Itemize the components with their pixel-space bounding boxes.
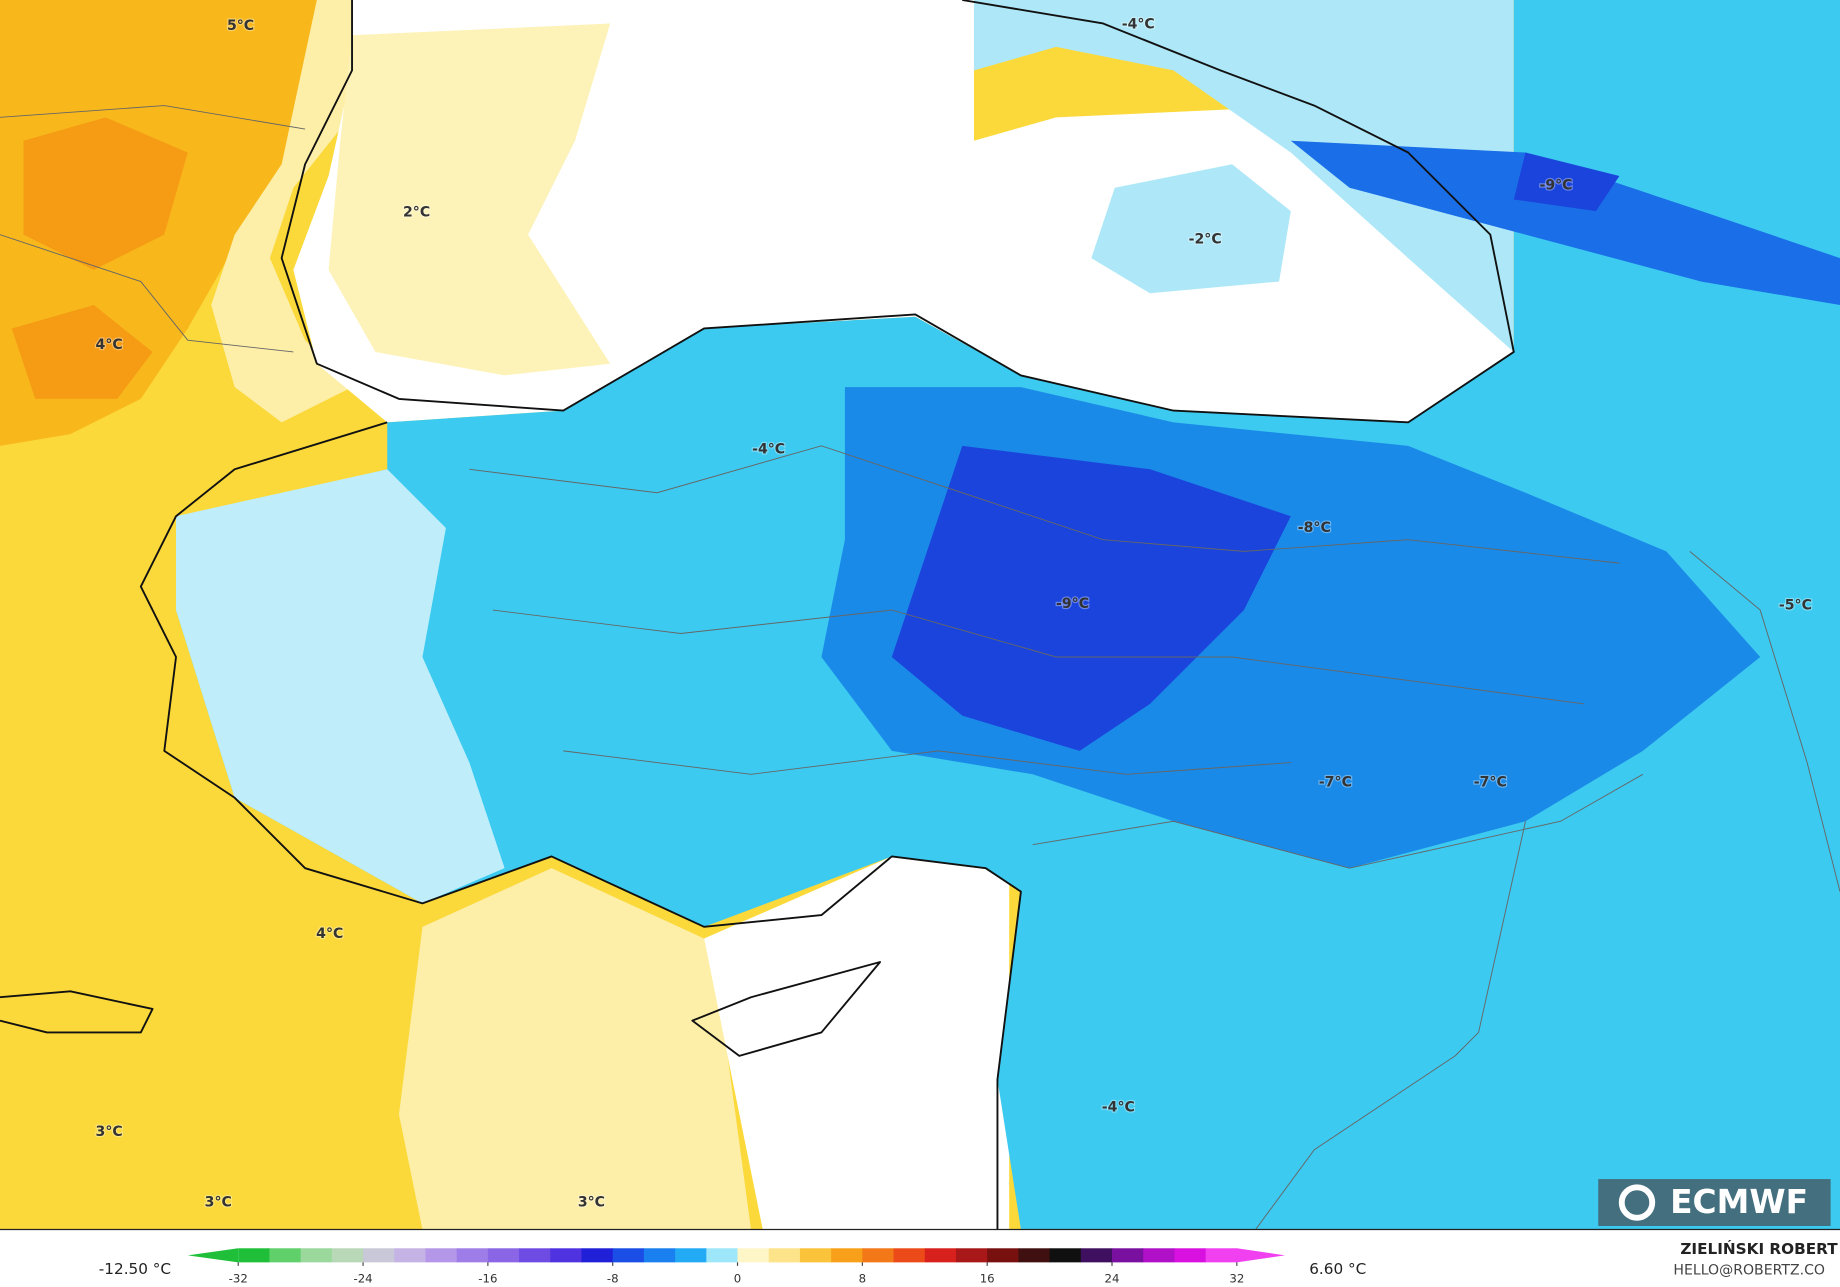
sea-neutral (293, 0, 1514, 423)
temperature-label: 2°C (403, 204, 430, 220)
mild-region (211, 0, 388, 423)
warm-core (11, 117, 188, 399)
colorbar-segment (331, 1248, 364, 1263)
colorbar-segment (643, 1248, 676, 1263)
colorbar-segment (737, 1248, 770, 1263)
colorbar-tick-label: -32 (229, 1271, 248, 1285)
cool-region (1091, 164, 1291, 294)
colorbar-segment (831, 1248, 863, 1263)
temperature-label: -9°C (1056, 596, 1089, 612)
colorbar-segment (955, 1248, 988, 1263)
email: HELLO@ROBERTZ.CO (1673, 1263, 1825, 1279)
colorbar-segment (300, 1248, 333, 1263)
coldest-core (1513, 152, 1620, 212)
temperature-label: -5°C (1779, 597, 1812, 613)
temperature-label: 4°C (316, 926, 343, 942)
temperature-label: -4°C (1122, 17, 1155, 33)
colorbar-segment (924, 1248, 957, 1263)
colorbar-segment (581, 1248, 614, 1263)
colorbar-segment (1018, 1248, 1051, 1263)
colorbar-segment (519, 1248, 551, 1263)
colorbar-segment (862, 1248, 895, 1263)
colorbar-segment (675, 1248, 707, 1263)
logo-icon (1618, 1184, 1656, 1221)
colorbar-tick-label: -24 (353, 1271, 372, 1285)
colorbar-tick-label: -8 (607, 1271, 619, 1285)
temperature-label: 4°C (96, 337, 123, 353)
colorbar-arrow-left (187, 1248, 239, 1263)
coastline (280, 0, 1515, 424)
mild-region (328, 23, 611, 376)
sea-neutral (704, 856, 1010, 1230)
cold-core (1290, 140, 1840, 306)
temperature-label: -4°C (752, 441, 785, 457)
colorbar-segment (238, 1248, 271, 1263)
temperature-label: -7°C (1319, 775, 1352, 791)
colorbar-tick-label: 32 (1229, 1271, 1244, 1285)
colorbar-tick-label: -16 (478, 1271, 497, 1285)
colorbar-segment (1080, 1248, 1113, 1263)
mild-region (398, 868, 752, 1230)
colorbar-segment (1205, 1248, 1238, 1263)
temperature-label: -2°C (1189, 231, 1222, 247)
min-label: -12.50 °C (99, 1260, 171, 1278)
map (0, 0, 1840, 1230)
author: ZIELIŃSKI ROBERT (1680, 1239, 1838, 1258)
cool-region (176, 469, 505, 904)
colorbar-segment (1143, 1248, 1176, 1263)
colorbar-segment (893, 1248, 926, 1263)
coastline (0, 990, 154, 1034)
max-label: 6.60 °C (1309, 1260, 1366, 1278)
colorbar-segment (768, 1248, 801, 1263)
colorbar-tick-label: 16 (980, 1271, 995, 1285)
temperature-label: -7°C (1474, 775, 1507, 791)
colorbar-segment (394, 1248, 427, 1263)
colorbar-segment (487, 1248, 520, 1263)
coldest-core (891, 445, 1291, 751)
coastline (139, 421, 1022, 1230)
colorbar-segment (1174, 1248, 1207, 1263)
colorbar-segment (1112, 1248, 1144, 1263)
border (0, 105, 1840, 1230)
colorbar-segment (987, 1248, 1019, 1263)
colorbar-segment (550, 1248, 583, 1263)
border (469, 445, 1620, 775)
temperature-label: 5°C (227, 18, 254, 34)
colorbar-segment (1049, 1248, 1082, 1263)
colorbar-segment (425, 1248, 458, 1263)
colorbar-segment (799, 1248, 832, 1263)
colorbar-segment (456, 1248, 489, 1263)
temperature-label: -8°C (1298, 520, 1331, 536)
temperature-label: 3°C (578, 1195, 605, 1211)
cool-region (973, 0, 1514, 352)
colorbar-arrow-right (1236, 1248, 1285, 1263)
temperature-label: 3°C (96, 1124, 123, 1140)
temperature-label: -4°C (1102, 1100, 1135, 1116)
temperature-label: 3°C (205, 1195, 232, 1211)
colorbar-segment (363, 1248, 395, 1263)
logo-text: ECMWF (1670, 1183, 1808, 1221)
colorbar-tick-label: 0 (734, 1271, 741, 1285)
colorbar-segment (269, 1248, 302, 1263)
temperature-label: -9°C (1540, 177, 1573, 193)
colorbar-tick-label: 8 (859, 1271, 866, 1285)
colorbar-segment (706, 1248, 739, 1263)
colorbar-segment (612, 1248, 645, 1263)
colorbar-tick-label: 24 (1105, 1271, 1120, 1285)
coastline (691, 961, 882, 1057)
